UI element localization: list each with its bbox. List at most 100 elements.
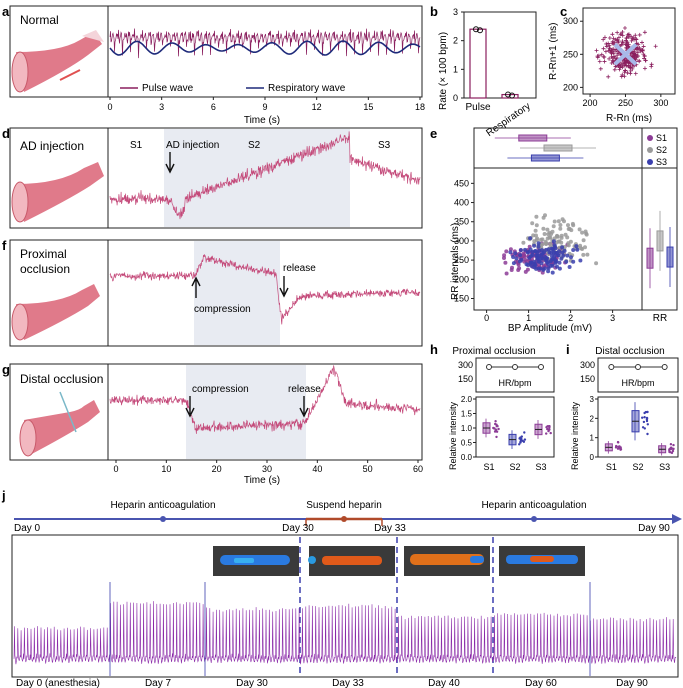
scatter-point-s3 [555,264,559,269]
point-s1 [616,440,620,444]
vessel-illustration-f [11,284,100,341]
scatter-point-c [643,58,648,63]
panel-f-title-2: occlusion [20,262,70,276]
scatter-point-s3 [526,263,530,267]
scatter-point-s3 [528,236,533,241]
panel-c-scatter [594,26,658,79]
panel-c-xlabel: R-Rn (ms) [606,113,652,124]
panel-a-frame [9,5,423,98]
panel-d-title: AD injection [20,139,84,153]
panel-e-ylabel: RR intervals (ms) [450,223,461,300]
scatter-point-s3 [513,251,518,256]
scatter-point-s2 [534,223,539,228]
side-box-s1 [646,247,654,269]
heparin-marker-2 [531,516,537,522]
legend-s1: S1 [656,133,667,143]
ad-injection-arrow [165,152,175,174]
ultrasound-image-4 [499,546,585,576]
scatter-point-s3 [544,258,549,262]
scatter-point-s1 [504,249,509,254]
panel-j-letter: j [1,488,6,503]
compression-arrow-g [185,396,195,418]
panel-a-xlabel: Time (s) [244,115,280,126]
compression-label-g: compression [192,384,249,395]
scatter-point-s2 [594,261,599,266]
panel-h-hr-line [486,364,544,370]
point-s2 [645,419,649,423]
scatter-point-c [609,50,614,55]
point-s2 [643,411,646,415]
scatter-point-c [642,53,647,58]
bar-point-respiratory [505,91,511,98]
panel-e-y-tick-label: 300 [454,236,469,246]
panel-i: i Distal occlusion HR/bpm 300 150 0 1 2 3 S1… [566,342,679,472]
scatter-point-s3 [551,239,556,244]
h-x-tick-label-s1: S1 [483,462,494,472]
scatter-point-s2 [563,232,568,237]
scatter-point-s2 [550,229,555,234]
scatter-point-s2 [546,232,551,237]
scatter-point-s3 [557,266,562,271]
heparin-label-2: Heparin anticoagulation [481,500,586,511]
i-x-tick-label-s1: S1 [606,462,617,472]
scatter-point-c [604,44,609,49]
panel-e-top-boxplots [494,134,596,162]
scatter-point-s3 [519,257,524,262]
panel-g-shade [186,365,306,459]
scatter-point-s2 [534,233,538,238]
i-y-tick-label: 1 [590,434,595,443]
i-x-tick-label-s2: S2 [632,462,643,472]
scatter-point-c [616,49,621,54]
panel-e-x-tick-label: 3 [610,313,615,323]
point-s2 [523,438,527,441]
scatter-point-c [641,44,646,49]
scatter-point-s3 [550,257,555,262]
panel-e-side-label: RR [653,313,667,324]
scatter-point-s2 [581,238,586,243]
panel-d: d AD injection S1 S2 S3 AD injection [2,126,423,229]
scatter-point-c [637,58,642,63]
panel-g-x-tick-label: 40 [312,464,322,474]
scatter-point-c [628,53,633,58]
scatter-point-c [614,38,619,43]
scatter-point-s3 [547,250,552,255]
scatter-point-c [622,60,627,65]
scatter-point-s3 [550,270,555,275]
point-s2 [642,420,646,424]
panel-c-ticks: 200 250 300 200 250 300 [563,16,668,108]
point-s2 [645,417,649,420]
scatter-point-s3 [571,259,576,264]
scatter-point-s3 [561,253,566,258]
scatter-point-s1 [502,253,507,258]
i-y-tick-label: 2 [590,414,595,423]
scatter-point-s3 [565,253,570,258]
panel-j-trace [13,601,677,665]
scatter-point-c [610,32,615,37]
scatter-point-c [607,46,612,51]
suspend-heparin-label: Suspend heparin [306,500,382,511]
scatter-point-c [636,42,641,47]
scatter-point-s2 [543,213,547,218]
panel-i-hr-tick-150: 150 [580,374,595,384]
panel-c: c 200 250 300 200 250 300 R-Rn+1 (ms) R-Rn (m… [548,4,676,124]
scatter-point-s3 [535,256,540,261]
panel-h-hr-tick-300: 300 [458,360,473,370]
panel-e-y-tick-label: 200 [454,274,469,284]
segment-s3-label: S3 [378,140,391,151]
scatter-point-s3 [578,258,583,263]
legend-s1-dot [647,135,653,141]
scatter-point-s3 [564,259,569,264]
panel-c-frame [582,7,676,95]
scatter-point-s3 [559,256,564,261]
panel-g: g Distal occlusion compression release 0… [2,362,423,486]
panel-d-frame [9,127,423,229]
timeline-day0: Day 0 [14,523,41,534]
scatter-point-s2 [580,230,585,235]
scatter-point-c [626,33,631,38]
scatter-point-s1 [510,265,514,270]
point-s1 [614,446,618,449]
panel-c-x-tick-label: 300 [653,98,668,108]
scatter-point-c [633,33,638,38]
panel-h-hr-frame [475,357,555,393]
scatter-point-s3 [518,253,523,258]
